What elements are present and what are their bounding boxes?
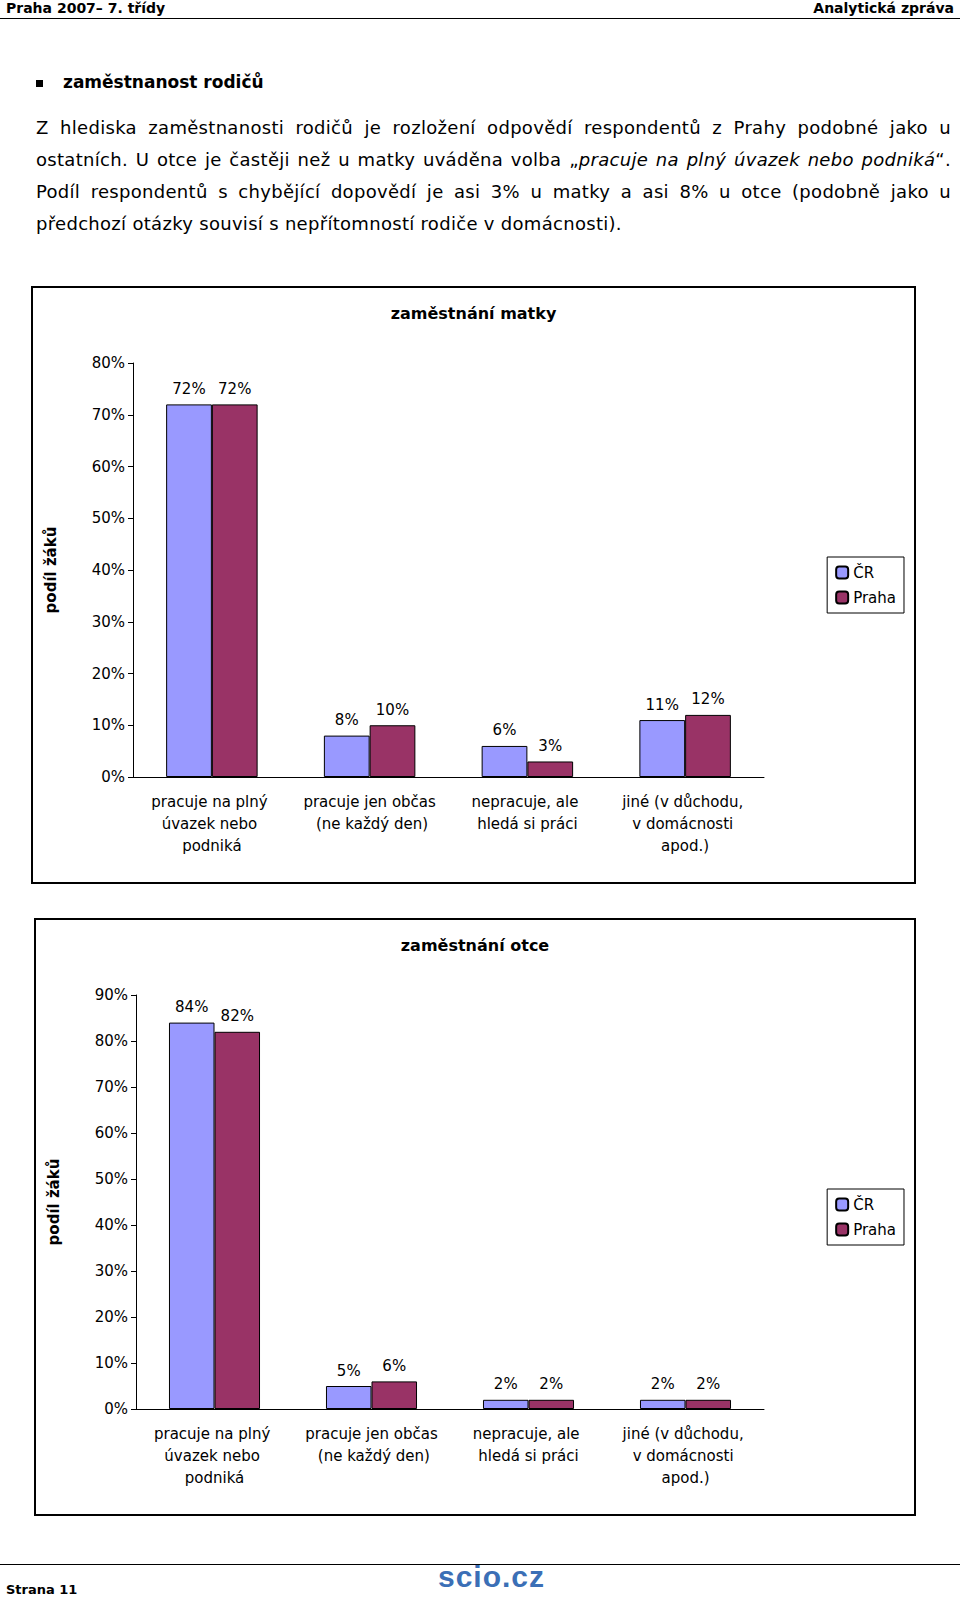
svg-text:podíl žáků: podíl žáků <box>42 527 60 614</box>
svg-text:30%: 30% <box>95 1262 128 1280</box>
svg-text:zaměstnání matky: zaměstnání matky <box>391 304 557 323</box>
svg-text:20%: 20% <box>95 1308 128 1326</box>
svg-text:10%: 10% <box>376 701 409 719</box>
svg-text:50%: 50% <box>95 1170 128 1188</box>
svg-text:8%: 8% <box>335 711 359 729</box>
svg-text:60%: 60% <box>92 458 125 476</box>
svg-text:11%: 11% <box>646 696 679 714</box>
svg-text:pracuje jen občas: pracuje jen občas <box>303 793 436 811</box>
svg-text:10%: 10% <box>95 1354 128 1372</box>
svg-text:50%: 50% <box>92 509 125 527</box>
svg-text:jiné (v důchodu,: jiné (v důchodu, <box>621 793 748 811</box>
svg-text:ČR: ČR <box>853 1195 874 1214</box>
svg-text:nepracuje, ale: nepracuje, ale <box>473 1425 585 1443</box>
svg-text:pracuje jen občas: pracuje jen občas <box>305 1425 438 1443</box>
svg-text:podniká: podniká <box>185 1469 245 1487</box>
svg-text:ČR: ČR <box>853 563 874 582</box>
html-text:Z hlediska zaměstnanosti rodič: Z hlediska zaměstnanosti rodičů je rozlo… <box>36 117 951 234</box>
svg-text:(ne každý den): (ne každý den) <box>311 815 428 833</box>
svg-text:2%: 2% <box>494 1375 518 1393</box>
svg-text:0%: 0% <box>101 768 125 786</box>
svg-text:úvazek nebo: úvazek nebo <box>162 815 262 833</box>
svg-text:6%: 6% <box>382 1357 406 1375</box>
svg-text:30%: 30% <box>92 613 125 631</box>
svg-text:úvazek nebo: úvazek nebo <box>164 1447 264 1465</box>
svg-text:v domácnosti: v domácnosti <box>632 815 738 833</box>
svg-text:podíl žáků: podíl žáků <box>45 1159 63 1246</box>
svg-text:pracuje na plný: pracuje na plný <box>151 793 272 811</box>
svg-text:v domácnosti: v domácnosti <box>633 1447 739 1465</box>
svg-text:80%: 80% <box>95 1032 128 1050</box>
svg-text:jiné (v důchodu,: jiné (v důchodu, <box>622 1425 749 1443</box>
svg-text:hledá si práci: hledá si práci <box>477 815 577 833</box>
svg-text:40%: 40% <box>95 1216 128 1234</box>
svg-text:podniká: podniká <box>182 837 242 855</box>
svg-text:5%: 5% <box>337 1362 361 1380</box>
svg-text:82%: 82% <box>221 1007 254 1025</box>
svg-text:60%: 60% <box>95 1124 128 1142</box>
html-text:zaměstnanost rodičů: zaměstnanost rodičů <box>63 72 264 92</box>
svg-text:90%: 90% <box>95 986 128 1004</box>
html-text:Praha 2007– 7. třídy: Praha 2007– 7. třídy <box>6 0 166 16</box>
svg-text:apod.): apod.) <box>661 837 709 855</box>
html-text:Analytická zpráva: Analytická zpráva <box>813 0 954 16</box>
svg-text:70%: 70% <box>92 406 125 424</box>
svg-text:72%: 72% <box>172 380 205 398</box>
svg-text:40%: 40% <box>92 561 125 579</box>
svg-text:apod.): apod.) <box>661 1469 709 1487</box>
svg-text:zaměstnání otce: zaměstnání otce <box>401 936 550 955</box>
svg-text:12%: 12% <box>691 690 724 708</box>
svg-text:(ne každý den): (ne každý den) <box>313 1447 430 1465</box>
svg-text:6%: 6% <box>493 721 517 739</box>
svg-text:2%: 2% <box>696 1375 720 1393</box>
svg-text:pracuje na plný: pracuje na plný <box>154 1425 275 1443</box>
html-text:Strana 11: Strana 11 <box>6 1582 78 1597</box>
svg-text:10%: 10% <box>92 716 125 734</box>
svg-text:3%: 3% <box>538 737 562 755</box>
svg-text:Praha: Praha <box>853 589 896 607</box>
svg-text:20%: 20% <box>92 665 125 683</box>
svg-text:2%: 2% <box>651 1375 675 1393</box>
svg-text:80%: 80% <box>92 354 125 372</box>
svg-text:0%: 0% <box>104 1400 128 1418</box>
html-text:scio.cz: scio.cz <box>438 1560 546 1593</box>
svg-text:72%: 72% <box>218 380 251 398</box>
svg-text:70%: 70% <box>95 1078 128 1096</box>
svg-text:Praha: Praha <box>853 1221 896 1239</box>
svg-text:hledá si práci: hledá si práci <box>478 1447 578 1465</box>
svg-text:84%: 84% <box>175 998 208 1016</box>
svg-text:2%: 2% <box>539 1375 563 1393</box>
svg-text:nepracuje, ale: nepracuje, ale <box>472 793 584 811</box>
